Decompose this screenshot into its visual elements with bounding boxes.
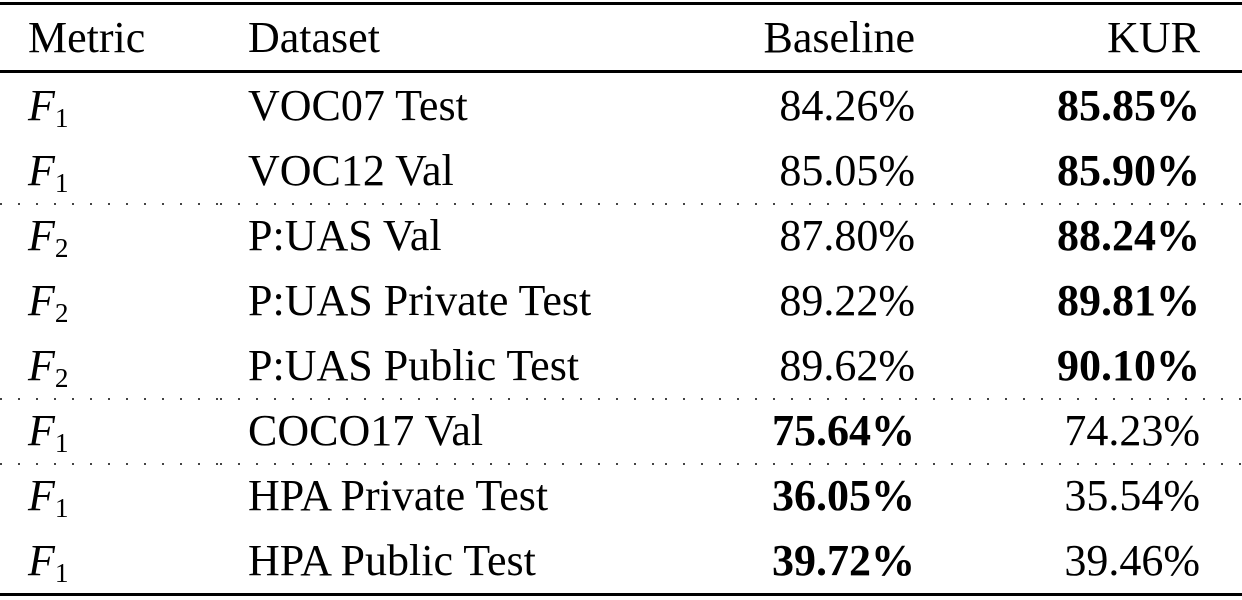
- metric-subscript: 1: [54, 427, 69, 458]
- baseline-cell: 89.22%: [779, 276, 915, 325]
- col-header-kur: KUR: [1107, 13, 1200, 62]
- col-header-baseline: Baseline: [763, 13, 915, 62]
- dataset-cell: VOC12 Val: [248, 146, 454, 195]
- metric-cell: F1: [0, 398, 220, 463]
- metric-subscript: 1: [54, 102, 69, 133]
- metric-symbol: F: [28, 276, 55, 325]
- kur-cell: 85.85%: [1057, 81, 1200, 130]
- metric-cell: F1: [0, 463, 220, 528]
- dataset-cell: VOC07 Test: [248, 81, 468, 130]
- dataset-cell: P:UAS Private Test: [248, 276, 592, 325]
- metric-subscript: 2: [54, 232, 69, 263]
- dataset-cell: HPA Private Test: [220, 463, 665, 528]
- metric-cell: F2: [0, 203, 220, 268]
- kur-cell: 35.54%: [915, 463, 1242, 528]
- kur-cell: 88.24%: [915, 203, 1242, 268]
- metric-cell: F1: [0, 72, 220, 139]
- table-row: F2 P:UAS Private Test 89.22% 89.81%: [0, 268, 1242, 333]
- metric-symbol: F: [28, 536, 55, 585]
- kur-cell: 90.10%: [1057, 341, 1200, 390]
- metric-symbol: F: [28, 341, 55, 390]
- metric-symbol: F: [28, 146, 55, 195]
- table-row: F1 VOC07 Test 84.26% 85.85%: [0, 72, 1242, 139]
- metric-symbol: F: [28, 471, 55, 520]
- metric-cell: F1: [0, 138, 220, 203]
- metric-subscript: 2: [54, 362, 69, 393]
- baseline-cell: 84.26%: [779, 81, 915, 130]
- metric-symbol: F: [28, 406, 55, 455]
- table-row: F2 P:UAS Public Test 89.62% 90.10%: [0, 333, 1242, 398]
- baseline-cell: 85.05%: [779, 146, 915, 195]
- table-row: F1 HPA Private Test 36.05% 35.54%: [0, 463, 1242, 528]
- metric-cell: F2: [0, 333, 220, 398]
- table-row: F1 COCO17 Val 75.64% 74.23%: [0, 398, 1242, 463]
- header-row: Metric Dataset Baseline KUR: [0, 4, 1242, 72]
- metric-cell: F2: [0, 268, 220, 333]
- dataset-cell: P:UAS Val: [220, 203, 665, 268]
- metric-subscript: 1: [54, 492, 69, 523]
- dataset-cell: P:UAS Public Test: [248, 341, 580, 390]
- metric-cell: F1: [0, 528, 220, 595]
- table-row: F1 HPA Public Test 39.72% 39.46%: [0, 528, 1242, 595]
- metric-subscript: 1: [54, 557, 69, 588]
- dataset-cell: HPA Public Test: [248, 536, 536, 585]
- baseline-cell: 39.72%: [772, 536, 915, 585]
- metric-subscript: 2: [54, 297, 69, 328]
- table-row: F1 VOC12 Val 85.05% 85.90%: [0, 138, 1242, 203]
- metric-symbol: F: [28, 81, 55, 130]
- table-row: F2 P:UAS Val 87.80% 88.24%: [0, 203, 1242, 268]
- col-header-metric: Metric: [28, 13, 146, 62]
- baseline-cell: 89.62%: [779, 341, 915, 390]
- col-header-dataset: Dataset: [248, 13, 380, 62]
- dataset-cell: COCO17 Val: [220, 398, 665, 463]
- kur-cell: 89.81%: [1057, 276, 1200, 325]
- kur-cell: 74.23%: [915, 398, 1242, 463]
- metric-symbol: F: [28, 211, 55, 260]
- baseline-cell: 87.80%: [665, 203, 915, 268]
- kur-cell: 39.46%: [1064, 536, 1200, 585]
- baseline-cell: 75.64%: [665, 398, 915, 463]
- baseline-cell: 36.05%: [665, 463, 915, 528]
- metric-subscript: 1: [54, 167, 69, 198]
- kur-cell: 85.90%: [1057, 146, 1200, 195]
